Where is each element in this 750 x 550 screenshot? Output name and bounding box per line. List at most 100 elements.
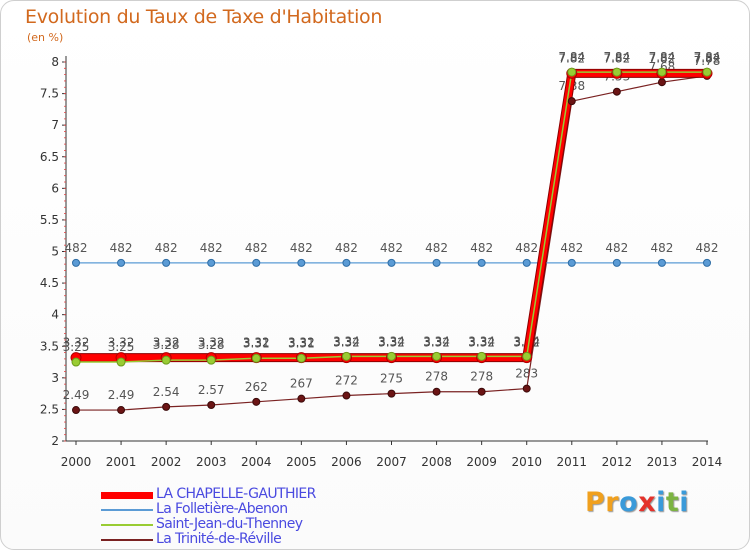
data-point-series-3-11 [567, 97, 576, 106]
series-line-2 [76, 71, 707, 363]
data-point-series-2-4 [251, 353, 261, 363]
data-point-series-2-6 [341, 351, 351, 361]
y-tick-label-2: 3 [51, 371, 59, 385]
data-point-series-3-12 [612, 87, 621, 96]
data-label-series-0-5: 3.32 [288, 336, 315, 350]
data-point-series-1-1 [117, 258, 126, 267]
data-point-series-2-3 [206, 355, 216, 365]
brand-letter: x [638, 487, 657, 518]
legend-label-series-3: La Trinité-de-Réville [156, 531, 282, 547]
y-axis-unit-label: (en %) [27, 31, 64, 44]
data-label-series-1-3: 482 [200, 241, 223, 255]
data-label-series-2-6: 3.34 [333, 334, 360, 348]
data-label-series-3-0: 2.49 [63, 388, 90, 402]
legend-label-series-2: Saint-Jean-du-Thenney [156, 516, 303, 532]
data-point-series-2-8 [432, 351, 442, 361]
data-label-series-2-11: 7.84 [558, 50, 585, 64]
data-label-series-3-14: 7.78 [694, 54, 721, 68]
data-point-series-2-13 [657, 67, 667, 77]
brand-logo: Proxiti [585, 487, 689, 518]
data-label-series-0-14: 7.82 [694, 51, 721, 65]
x-tick-label-0: 2000 [61, 455, 92, 469]
data-point-series-3-7 [387, 389, 396, 398]
data-label-series-1-2: 482 [155, 241, 178, 255]
data-label-series-1-7: 482 [380, 241, 403, 255]
data-point-series-2-10 [522, 351, 532, 361]
data-label-series-1-4: 482 [245, 241, 268, 255]
data-label-series-1-1: 482 [110, 241, 133, 255]
data-label-series-2-0: 3.25 [63, 340, 90, 354]
data-point-series-2-2 [161, 355, 171, 365]
data-label-series-0-3: 3.32 [198, 336, 225, 350]
data-label-series-1-10: 482 [515, 241, 538, 255]
y-tick-label-8: 6 [51, 181, 59, 195]
data-point-series-2-0 [71, 357, 81, 367]
data-label-series-1-9: 482 [470, 241, 493, 255]
data-label-series-2-5: 3.31 [288, 336, 315, 350]
data-point-series-2-1 [116, 357, 126, 367]
x-tick-label-5: 2005 [286, 455, 317, 469]
y-tick-label-5: 4.5 [40, 276, 59, 290]
data-point-series-1-12 [612, 258, 621, 267]
data-point-series-2-11 [567, 67, 577, 77]
data-label-series-3-6: 272 [335, 374, 358, 388]
data-label-series-3-9: 278 [470, 370, 493, 384]
brand-letter: P [585, 487, 606, 518]
data-label-series-1-13: 482 [650, 241, 673, 255]
brand-letter: t [665, 487, 680, 518]
x-tick-label-12: 2012 [602, 455, 633, 469]
data-label-series-0-2: 3.32 [153, 336, 180, 350]
data-point-series-1-4 [252, 258, 261, 267]
x-tick-label-10: 2010 [511, 455, 542, 469]
data-point-series-3-6 [342, 391, 351, 400]
data-point-series-3-9 [477, 387, 486, 396]
y-tick-label-6: 5 [51, 245, 59, 259]
data-label-series-3-8: 278 [425, 370, 448, 384]
data-point-series-2-9 [477, 351, 487, 361]
legend-label-series-0: LA CHAPELLE-GAUTHIER [156, 486, 316, 502]
x-tick-label-6: 2006 [331, 455, 362, 469]
data-label-series-0-8: 3.32 [423, 336, 450, 350]
data-point-series-1-10 [522, 258, 531, 267]
data-label-series-3-1: 2.49 [108, 388, 135, 402]
brand-letter: i [679, 487, 690, 518]
data-label-series-1-12: 482 [605, 241, 628, 255]
brand-letter: o [619, 487, 639, 518]
y-tick-label-9: 6.5 [40, 150, 59, 164]
data-label-series-1-6: 482 [335, 241, 358, 255]
data-point-series-2-14 [702, 67, 712, 77]
x-tick-label-8: 2008 [421, 455, 452, 469]
data-label-series-0-11: 7.82 [558, 51, 585, 65]
data-point-series-1-11 [567, 258, 576, 267]
legend-swatch-series-2 [101, 524, 153, 526]
data-point-series-2-7 [387, 351, 396, 361]
data-label-series-3-7: 275 [380, 372, 403, 386]
x-tick-label-1: 2001 [106, 455, 137, 469]
y-tick-label-11: 7.5 [40, 87, 59, 101]
data-label-series-0-9: 3.32 [468, 336, 495, 350]
data-point-series-1-3 [207, 258, 216, 267]
x-tick-label-7: 2007 [376, 455, 407, 469]
data-point-series-3-5 [297, 394, 306, 403]
data-label-series-2-12: 7.84 [603, 50, 630, 64]
data-point-series-1-14 [703, 258, 711, 267]
data-point-series-2-5 [296, 353, 306, 363]
data-point-series-3-10 [522, 384, 531, 393]
brand-letter: r [605, 487, 620, 518]
legend-label-series-1: La Folletière-Abenon [156, 501, 288, 517]
x-tick-label-2: 2002 [151, 455, 182, 469]
data-point-series-1-13 [657, 258, 666, 267]
data-point-series-1-5 [297, 258, 306, 267]
data-point-series-3-8 [432, 387, 441, 396]
data-label-series-3-3: 2.57 [198, 383, 225, 397]
data-label-series-1-11: 482 [560, 241, 583, 255]
series-line-0 [76, 69, 707, 362]
data-point-series-1-8 [432, 258, 441, 267]
data-label-series-2-13: 7.84 [649, 50, 676, 64]
data-point-series-2-12 [612, 67, 622, 77]
brand-letter: i [656, 487, 666, 518]
data-label-series-0-6: 3.32 [333, 336, 360, 350]
data-label-series-0-1: 3.32 [108, 336, 135, 350]
data-label-series-3-4: 262 [245, 380, 268, 394]
